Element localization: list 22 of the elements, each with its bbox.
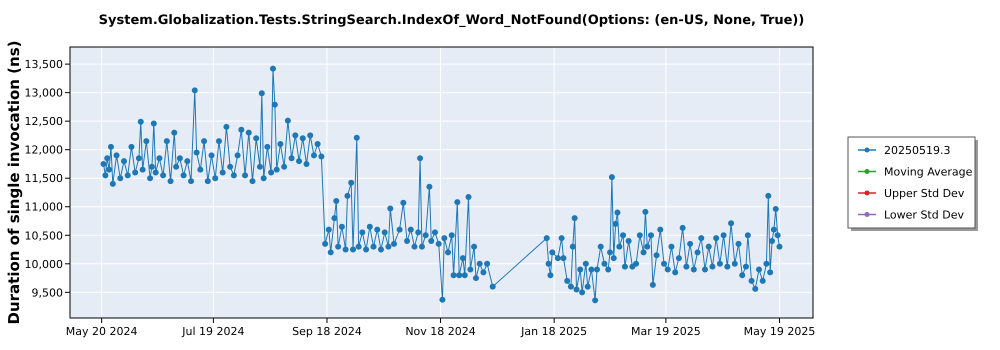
x-tick-label: May 19 2025: [744, 325, 816, 338]
x-tick-label: Nov 18 2024: [405, 325, 476, 338]
y-tick-label: 13,500: [24, 58, 63, 72]
legend-label: 20250519.3: [884, 144, 950, 157]
x-tick-label: May 20 2024: [66, 325, 138, 338]
y-tick-label: 10,000: [24, 258, 63, 271]
y-tick-label: 10,500: [24, 229, 63, 242]
x-tick-label: Jan 18 2025: [520, 325, 588, 338]
y-tick-label: 12,500: [24, 115, 63, 128]
x-tick-label: Jul 19 2024: [181, 325, 245, 338]
legend-label: Lower Std Dev: [884, 208, 964, 222]
y-tick-label: 11,500: [24, 172, 63, 186]
legend-label: Moving Average: [884, 166, 973, 178]
y-tick-label: 9,500: [32, 286, 63, 300]
chart-title: System.Globalization.Tests.StringSearch.IndexOf_Word_NotFound(Options: (en-US, None, True)): [98, 13, 804, 28]
y-tick-label: 11,000: [24, 200, 63, 214]
y-axis-title: Duration of single invocation (ns): [5, 40, 23, 324]
legend-label: Upper Std Dev: [884, 187, 965, 200]
x-tick-label: Mar 19 2025: [631, 325, 701, 338]
y-tick-label: 13,000: [24, 86, 63, 100]
y-tick-label: 12,000: [24, 144, 63, 157]
x-tick-label: Sep 18 2024: [292, 325, 362, 338]
